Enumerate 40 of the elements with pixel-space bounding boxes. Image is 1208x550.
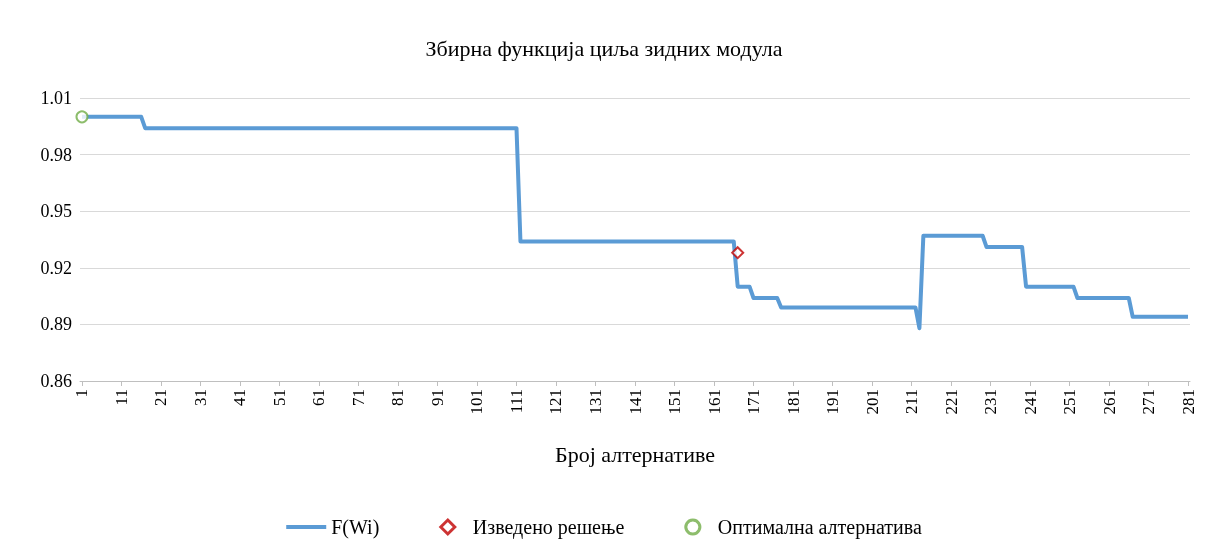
x-tick-label: 141 [625,389,645,415]
x-tick-label: 261 [1099,389,1119,415]
x-tick-label: 1 [72,389,92,398]
y-tick-label: 0.86 [40,371,72,391]
x-tick-label: 221 [941,389,961,415]
x-tick-label: 131 [586,389,605,415]
y-tick-label: 0.98 [40,144,72,165]
y-tick-label: 0.89 [40,314,72,335]
x-tick-label: 21 [151,389,171,406]
x-tick-label: 211 [902,389,922,414]
legend-label: F(Wi) [331,516,380,539]
x-axis-title: Број алтернативе [555,441,715,467]
legend-label: Оптимална алтернатива [717,516,922,539]
x-tick-label: 281 [1178,389,1198,415]
x-tick-label: 241 [1020,389,1040,415]
x-tick-label: 181 [783,389,803,415]
x-tick-label: 81 [388,389,408,406]
x-tick-label: 161 [704,389,724,415]
x-tick-label: 91 [427,389,447,406]
chart-title: Збирна функција циља зидних модула [425,35,783,61]
x-tick-label: 61 [309,389,329,406]
y-tick-label: 0.92 [40,257,72,278]
x-tick-label: 101 [467,389,487,415]
x-tick-label: 31 [190,389,210,406]
x-tick-label: 111 [506,389,526,414]
x-tick-label: 71 [348,389,368,406]
legend-label: Изведено решење [472,516,625,539]
x-tick-label: 121 [546,389,566,415]
x-tick-label: 51 [269,389,289,406]
x-tick-label: 191 [823,389,843,415]
x-tick-label: 251 [1060,389,1080,415]
x-tick-label: 271 [1139,389,1159,415]
x-tick-label: 151 [665,389,684,415]
x-tick-label: 231 [981,389,1001,415]
x-tick-label: 171 [744,389,764,415]
y-tick-label: 1.01 [40,88,72,108]
y-tick-label: 0.95 [40,201,72,222]
x-tick-label: 201 [862,389,882,415]
x-tick-label: 41 [230,389,250,406]
x-tick-label: 11 [111,389,131,406]
